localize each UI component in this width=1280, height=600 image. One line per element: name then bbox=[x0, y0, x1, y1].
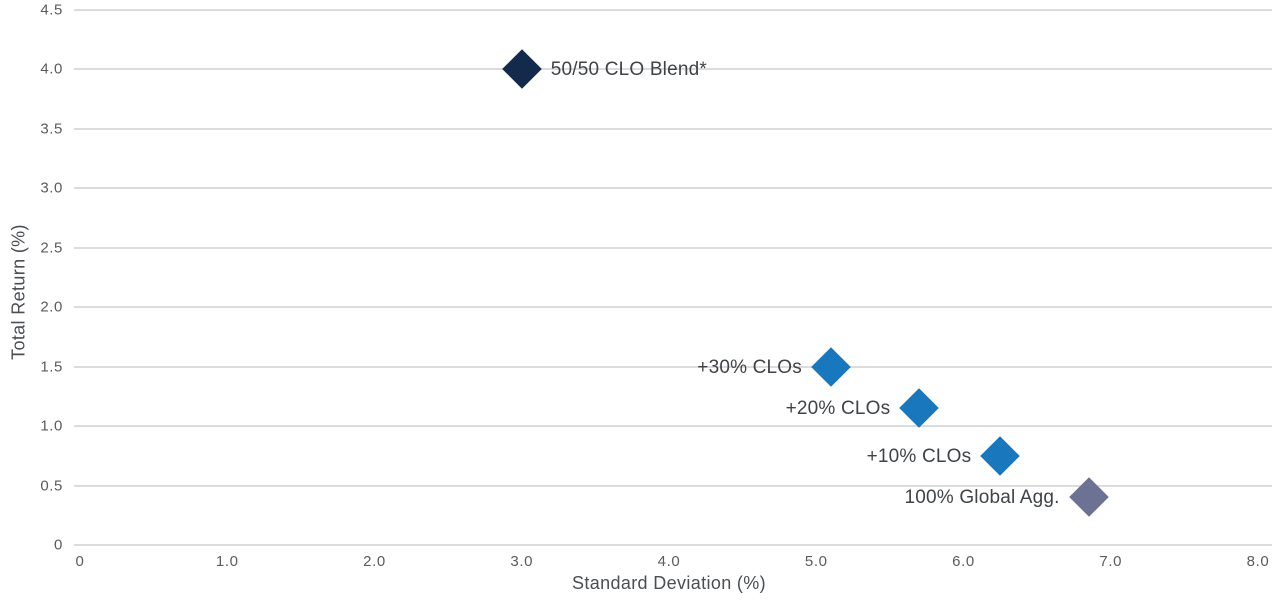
gridline-y-4.0 bbox=[74, 68, 1272, 71]
y-tick-label: 2.0 bbox=[40, 298, 63, 316]
data-point-label: +20% CLOs bbox=[785, 398, 891, 420]
x-tick-label: 4.0 bbox=[657, 553, 681, 570]
x-tick-label: 2.0 bbox=[363, 553, 386, 570]
data-point-label: +30% CLOs bbox=[697, 356, 802, 378]
data-point-label: 50/50 CLO Blend* bbox=[550, 59, 707, 81]
diamond-marker-icon bbox=[899, 388, 940, 429]
y-tick-label: 4.5 bbox=[40, 1, 63, 19]
gridline-y-3.0 bbox=[74, 187, 1272, 190]
y-tick-label: 0 bbox=[54, 536, 63, 554]
y-tick-label: 3.0 bbox=[40, 179, 63, 197]
gridline-y-0 bbox=[74, 544, 1272, 546]
data-point-label: 100% Global Agg. bbox=[904, 487, 1060, 509]
y-tick-label: 1.5 bbox=[40, 358, 63, 376]
y-tick-label: 4.0 bbox=[40, 60, 63, 78]
plot-area: 50/50 CLO Blend* +30% CLOs +20% CLOs +10% C… bbox=[74, 9, 1272, 546]
x-tick-label: 5.0 bbox=[804, 553, 828, 570]
gridline-y-3.5 bbox=[74, 127, 1272, 130]
x-axis-title: Standard Deviation (%) bbox=[571, 573, 767, 593]
gridline-y-4.5 bbox=[74, 9, 1272, 11]
x-tick-label: 0 bbox=[75, 553, 85, 570]
y-tick-label: 1.0 bbox=[40, 417, 63, 435]
y-tick-label: 3.5 bbox=[40, 120, 63, 138]
y-tick-label: 2.5 bbox=[40, 239, 63, 257]
y-tick-label: 0.5 bbox=[40, 477, 63, 495]
x-tick-label: 8.0 bbox=[1246, 553, 1270, 570]
x-tick-label: 3.0 bbox=[510, 553, 534, 570]
gridline-y-2.5 bbox=[74, 246, 1272, 249]
gridline-y-0.5 bbox=[74, 484, 1272, 487]
x-tick-label: 7.0 bbox=[1099, 553, 1123, 570]
diamond-marker-icon bbox=[811, 346, 851, 387]
gridline-y-1.0 bbox=[74, 425, 1272, 428]
x-tick-label: 1.0 bbox=[215, 553, 239, 570]
gridline-y-2.0 bbox=[74, 306, 1272, 309]
gridline-y-1.5 bbox=[74, 365, 1272, 368]
diamond-marker-icon bbox=[501, 49, 542, 90]
data-point-label: +10% CLOs bbox=[866, 445, 972, 467]
diamond-marker-icon bbox=[980, 436, 1021, 476]
x-tick-label: 6.0 bbox=[952, 553, 975, 570]
